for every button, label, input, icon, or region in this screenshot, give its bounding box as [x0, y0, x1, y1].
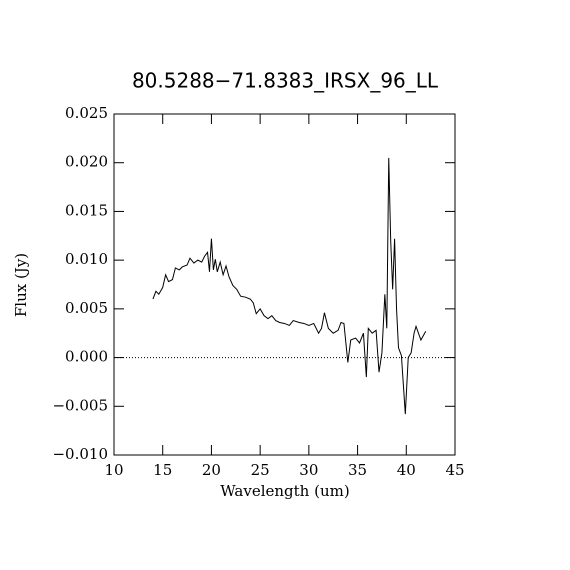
y-tick-label: −0.010: [52, 445, 108, 463]
x-tick-label: 20: [202, 461, 221, 479]
y-tick-label: 0.000: [65, 348, 108, 366]
y-tick-label: 0.025: [65, 104, 108, 122]
x-tick-label: 10: [104, 461, 123, 479]
x-tick-label: 35: [348, 461, 367, 479]
y-tick-label: 0.005: [65, 299, 108, 317]
y-tick-label: 0.015: [65, 201, 108, 219]
x-tick-label: 45: [445, 461, 464, 479]
x-tick-label: 15: [153, 461, 172, 479]
y-tick-label: −0.005: [52, 396, 108, 414]
y-axis-label: Flux (Jy): [12, 253, 30, 317]
y-tick-label: 0.020: [65, 153, 108, 171]
x-tick-label: 30: [299, 461, 318, 479]
spectrum-line: [152, 157, 427, 415]
y-tick-label: 0.010: [65, 250, 108, 268]
x-tick-label: 25: [251, 461, 270, 479]
chart-title: 80.5288−71.8383_IRSX_96_LL: [132, 69, 439, 93]
x-axis-label: Wavelength (um): [220, 482, 349, 500]
plot-frame: [113, 113, 456, 456]
x-tick-label: 40: [397, 461, 416, 479]
